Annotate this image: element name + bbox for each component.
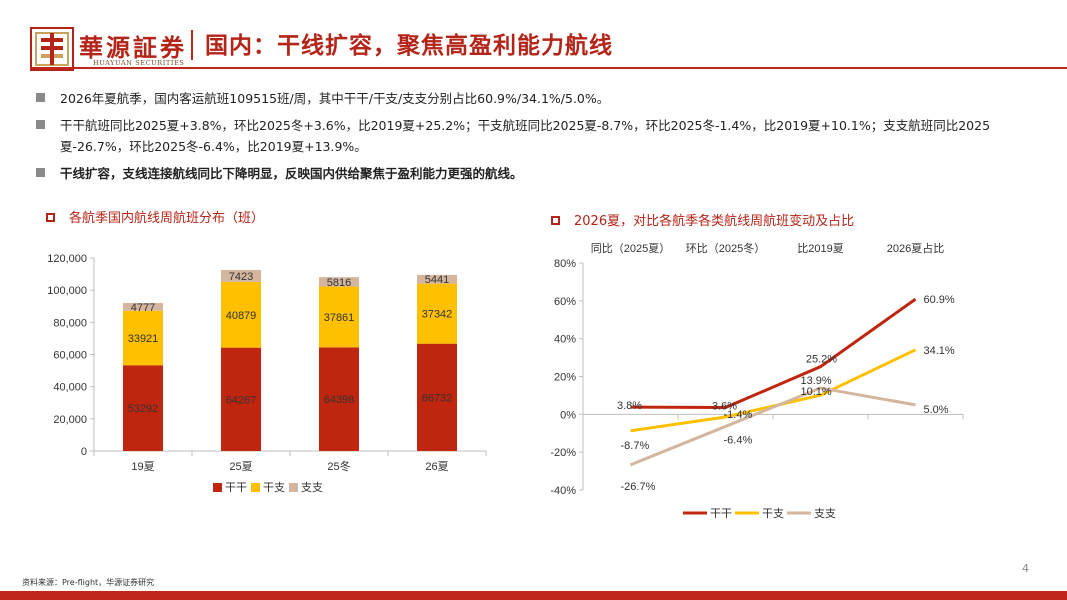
- y-tick-label: 20,000: [53, 414, 87, 426]
- data-label: 60.9%: [924, 294, 955, 306]
- x-tick-label: 25夏: [229, 460, 252, 473]
- bar-segment: [221, 347, 261, 451]
- bar-segment: [319, 277, 359, 287]
- series-line: [630, 297, 917, 410]
- legend-label: 干干: [710, 508, 732, 520]
- logo-subtext: HUAYUAN SECURITIES: [93, 59, 185, 67]
- bar-segment: [221, 281, 261, 348]
- data-label: -1.4%: [724, 409, 753, 421]
- data-label: 10.1%: [801, 386, 832, 398]
- header-rule: [30, 67, 1067, 69]
- bar-segment: [221, 269, 261, 282]
- bullet-marker: [36, 93, 45, 102]
- legend-label: 支支: [301, 481, 323, 494]
- bar-segment: [417, 274, 457, 284]
- bar-segment: [319, 347, 359, 451]
- y-tick-label: 100,000: [47, 285, 87, 297]
- bullet-list: 2026年夏航季，国内客运航班109515班/周，其中干干/干支/支支分别占比6…: [36, 88, 1006, 190]
- page-title: 国内：干线扩容，聚焦高盈利能力航线: [205, 33, 613, 59]
- y-tick-label: 40%: [554, 334, 576, 346]
- legend-swatch: [289, 483, 298, 492]
- legend-swatch: [251, 483, 260, 492]
- line-chart: -40% -20% 0% 20% 40% 60% 80% 同比（2025夏） 环比（2025冬）…: [550, 241, 964, 520]
- y-tick-label: -40%: [550, 485, 576, 497]
- legend-label: 干干: [225, 482, 247, 494]
- bar-value-label: 37342: [422, 309, 453, 321]
- bar-value-label: 4777: [131, 302, 155, 314]
- y-tick-label: 60%: [554, 296, 576, 308]
- section-marker: [46, 213, 55, 222]
- y-tick-label: 80%: [554, 258, 576, 270]
- bar-segment: [417, 283, 457, 344]
- bar-value-label: 5816: [327, 277, 351, 289]
- bar-segment: [123, 303, 163, 311]
- bullet-item: 2026年夏航季，国内客运航班109515班/周，其中干干/干支/支支分别占比6…: [36, 88, 1006, 109]
- bullet-marker: [36, 168, 45, 177]
- data-label: 5.0%: [924, 404, 949, 416]
- x-tick-label: 比2019夏: [797, 242, 843, 255]
- bar-value-label: 5441: [425, 274, 449, 286]
- bar-value-label: 64398: [324, 394, 355, 406]
- x-tick-label: 2026夏占比: [887, 241, 944, 255]
- bar-value-label: 37861: [324, 312, 355, 324]
- source-note: 资料来源：Pre-flight，华源证券研究: [22, 578, 155, 587]
- y-tick-label: 120,000: [47, 253, 87, 265]
- footer-bar: [0, 591, 1067, 600]
- title-divider: [191, 30, 193, 60]
- data-label: 3.8%: [617, 400, 642, 412]
- chart-title-text: 2026夏，对比各航季各类航线周航班变动及占比: [574, 214, 855, 229]
- bar-value-label: 53292: [128, 403, 159, 415]
- chart-title-left: 各航季国内航线周航班分布（班）: [46, 207, 264, 226]
- y-tick-label: 20%: [554, 372, 576, 384]
- y-tick-label: 40,000: [53, 382, 87, 394]
- bar-value-label: 33921: [128, 333, 159, 345]
- x-tick-label: 同比（2025夏）: [591, 242, 670, 255]
- data-label: 25.2%: [806, 354, 837, 366]
- x-tick-label: 25冬: [327, 459, 350, 473]
- y-tick-label: 60,000: [53, 350, 87, 362]
- page-number: 4: [1022, 562, 1029, 575]
- legend-label: 干支: [762, 507, 784, 520]
- y-tick-label: 0: [81, 446, 87, 458]
- legend-label: 干支: [263, 481, 285, 494]
- data-label: -6.4%: [724, 434, 753, 446]
- bullet-text: 干线扩容，支线连接航线同比下降明显，反映国内供给聚焦于盈利能力更强的航线。: [60, 166, 523, 181]
- logo-text: 華源証券: [79, 33, 187, 62]
- bullet-item: 干干航班同比2025夏+3.8%，环比2025冬+3.6%，比2019夏+25.…: [36, 115, 1006, 157]
- chart-title-text: 各航季国内航线周航班分布（班）: [69, 211, 265, 226]
- bullet-item: 干线扩容，支线连接航线同比下降明显，反映国内供给聚焦于盈利能力更强的航线。: [36, 163, 1006, 184]
- bar-value-label: 40879: [226, 310, 257, 322]
- bullet-marker: [36, 120, 45, 129]
- data-label: 3.6%: [712, 401, 737, 413]
- logo-icon: [30, 27, 74, 71]
- chart-title-right: 2026夏，对比各航季各类航线周航班变动及占比: [551, 210, 854, 229]
- bar-segment: [319, 286, 359, 348]
- y-tick-label: -20%: [550, 447, 576, 459]
- y-tick-label: 0%: [560, 409, 576, 421]
- x-tick-label: 26夏: [425, 460, 448, 473]
- data-label: -8.7%: [621, 440, 650, 452]
- x-tick-label: 19夏: [131, 460, 154, 473]
- bar-segment: [123, 310, 163, 366]
- stacked-bar-chart: 0 20,000 40,000 60,000 80,000 100,000 120,000 5…: [47, 253, 487, 494]
- data-label: -26.7%: [621, 481, 656, 493]
- y-tick-label: 80,000: [53, 317, 87, 329]
- bar-segment: [123, 365, 163, 451]
- bar-value-label: 64267: [226, 394, 257, 406]
- x-tick-label: 环比（2025冬）: [686, 241, 765, 255]
- data-label: 13.9%: [801, 375, 832, 387]
- section-marker: [551, 216, 560, 225]
- data-label: 34.1%: [924, 345, 955, 357]
- bar-value-label: 7423: [229, 271, 253, 283]
- legend-label: 支支: [814, 507, 836, 520]
- series-line: [629, 386, 916, 467]
- bar-value-label: 66732: [422, 392, 453, 404]
- legend-swatch: [213, 483, 222, 492]
- bullet-text: 干干航班同比2025夏+3.8%，环比2025冬+3.6%，比2019夏+25.…: [60, 118, 991, 154]
- bar-segment: [417, 343, 457, 451]
- bullet-text: 2026年夏航季，国内客运航班109515班/周，其中干干/干支/支支分别占比6…: [60, 91, 610, 106]
